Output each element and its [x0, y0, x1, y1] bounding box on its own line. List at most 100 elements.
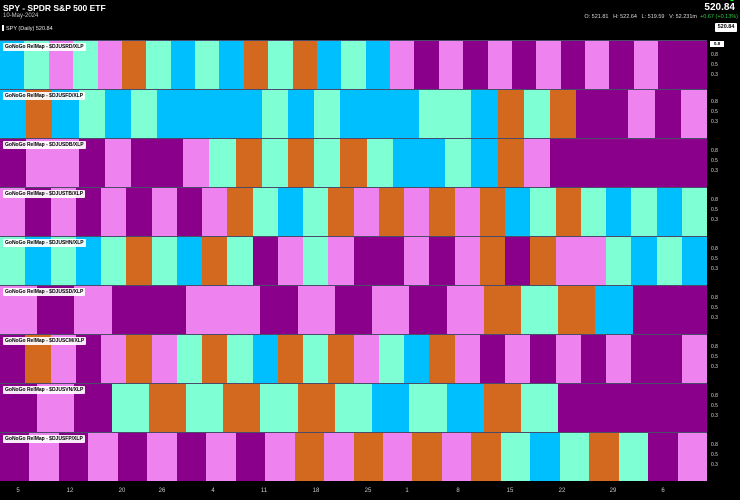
relmap-bar	[117, 433, 148, 481]
relmap-bar	[186, 384, 224, 432]
panel-y-axis: 0.8 0.5 0.3	[708, 383, 740, 432]
relmap-bar	[558, 286, 596, 334]
relmap-bar	[235, 433, 266, 481]
y-tick-label: 0.5	[711, 158, 718, 164]
relmap-bar	[479, 237, 506, 285]
relmap-bar	[206, 433, 237, 481]
relmap-panel[interactable]: GoNoGo RelMap - $DJUSTB/XLP	[0, 187, 707, 236]
relmap-panel[interactable]: GoNoGo RelMap - $DJUSFD/XLP	[0, 89, 707, 138]
relmap-bar	[648, 433, 679, 481]
relmap-panel[interactable]: GoNoGo RelMap - $DJUSRD/XLP	[0, 40, 707, 89]
relmap-bar	[277, 237, 304, 285]
x-tick-label: 8	[456, 488, 460, 494]
relmap-bar	[261, 90, 289, 138]
y-tick-label: 0.8	[711, 148, 718, 154]
relmap-bar	[202, 237, 228, 285]
y-tick-label: 0.8	[711, 246, 718, 252]
relmap-bar	[378, 335, 405, 383]
relmap-panel[interactable]: GoNoGo RelMap - $DJUSVN/XLP	[0, 383, 707, 432]
relmap-bar	[392, 139, 420, 187]
relmap-bar	[101, 335, 127, 383]
change-value: +0.67 (+0.13%)	[700, 14, 738, 20]
relmap-panel[interactable]: GoNoGo RelMap - $DJUSDB/XLP	[0, 138, 707, 187]
y-tick-label: 0.3	[711, 315, 718, 321]
y-tick-label: 0.3	[711, 72, 718, 78]
relmap-bar	[536, 41, 562, 89]
relmap-bar	[324, 433, 355, 481]
relmap-bar	[341, 41, 367, 89]
relmap-bar	[268, 41, 294, 89]
panel-label: GoNoGo RelMap - $DJUSSD/XLP	[3, 288, 86, 296]
relmap-bar	[669, 286, 707, 334]
relmap-bar	[148, 384, 187, 432]
relmap-panel[interactable]: GoNoGo RelMap - $DJUSHN/XLP	[0, 236, 707, 285]
relmap-bar	[126, 237, 153, 285]
relmap-bar	[147, 433, 178, 481]
relmap-bar	[681, 188, 707, 236]
relmap-bar	[628, 90, 656, 138]
y-tick-label: 0.3	[711, 462, 718, 468]
relmap-bar	[445, 139, 472, 187]
panel-label: GoNoGo RelMap - $DJUSRD/XLP	[3, 43, 86, 51]
relmap-bar	[170, 41, 196, 89]
panel-label: GoNoGo RelMap - $DJUSHN/XLP	[3, 239, 86, 247]
relmap-bar	[378, 188, 405, 236]
panel-y-axis: 0.8 0.5 0.3	[708, 334, 740, 383]
relmap-bar	[523, 139, 551, 187]
spy-price-strip[interactable]: SPY (Daily) 520.84	[0, 23, 707, 37]
relmap-bar	[328, 237, 355, 285]
relmap-bar	[176, 237, 203, 285]
relmap-bar	[463, 41, 489, 89]
relmap-bar	[176, 188, 203, 236]
relmap-bar	[606, 335, 632, 383]
spy-label: SPY (Daily) 520.84	[2, 25, 53, 32]
panel-y-axis: 0.8 0.5 0.3	[708, 89, 740, 138]
axis-tag: 0.8	[710, 41, 724, 47]
relmap-bar	[497, 139, 525, 187]
relmap-bar	[121, 41, 147, 89]
relmap-bar	[602, 139, 630, 187]
relmap-bar	[176, 433, 207, 481]
x-tick-label: 26	[158, 488, 166, 494]
relmap-bar	[404, 335, 430, 383]
relmap-bar	[151, 237, 178, 285]
relmap-bar	[126, 188, 153, 236]
panel-label: GoNoGo RelMap - $DJUSFD/XLP	[3, 92, 86, 100]
relmap-bar	[595, 286, 634, 334]
relmap-bar	[146, 41, 172, 89]
relmap-bar	[580, 237, 607, 285]
relmap-bar	[530, 188, 557, 236]
relmap-bar	[418, 90, 446, 138]
relmap-bar	[631, 237, 658, 285]
relmap-bar	[390, 41, 416, 89]
relmap-bar	[429, 335, 456, 383]
y-tick-label: 0.8	[711, 393, 718, 399]
relmap-bar	[227, 237, 254, 285]
relmap-bar	[505, 335, 531, 383]
relmap-bar	[148, 286, 187, 334]
relmap-bar	[558, 384, 596, 432]
relmap-bar	[530, 237, 557, 285]
relmap-bar	[126, 335, 153, 383]
relmap-panel[interactable]: GoNoGo RelMap - $DJUSCM/XLP	[0, 334, 707, 383]
panel-label: GoNoGo RelMap - $DJUSVN/XLP	[3, 386, 86, 394]
relmap-bar	[654, 139, 682, 187]
relmap-panel[interactable]: GoNoGo RelMap - $DJUSFP/XLP	[0, 432, 707, 481]
relmap-bar	[314, 139, 341, 187]
y-tick-label: 0.5	[711, 62, 718, 68]
relmap-bar	[483, 384, 522, 432]
relmap-bar	[681, 237, 707, 285]
relmap-bar	[656, 237, 683, 285]
relmap-bar	[353, 188, 380, 236]
relmap-bar	[372, 286, 410, 334]
y-tick-label: 0.3	[711, 266, 718, 272]
y-tick-label: 0.3	[711, 217, 718, 223]
relmap-bar	[288, 90, 315, 138]
relmap-bar	[334, 286, 373, 334]
y-tick-label: 0.8	[711, 197, 718, 203]
relmap-panel[interactable]: GoNoGo RelMap - $DJUSSD/XLP	[0, 285, 707, 334]
y-tick-label: 0.3	[711, 413, 718, 419]
relmap-bar	[555, 188, 582, 236]
relmap-bar	[294, 433, 325, 481]
relmap-bar	[340, 139, 368, 187]
